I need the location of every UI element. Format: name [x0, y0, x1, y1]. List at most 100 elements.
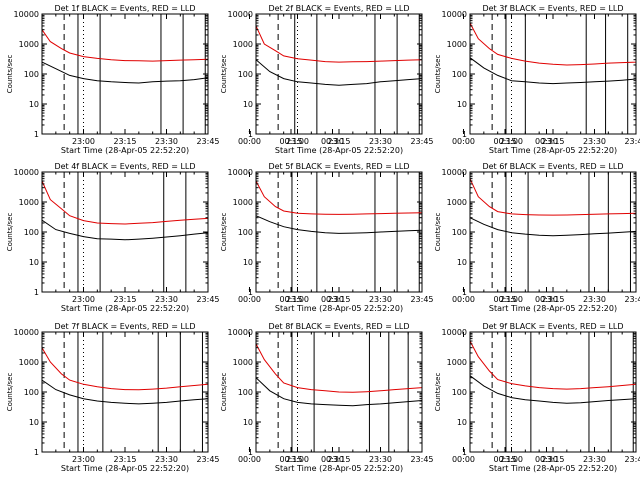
y-tick-label: 10: [29, 100, 39, 109]
events-series-line: [42, 61, 208, 84]
x-axis-label: Start Time (28-Apr-05 22:52:20): [61, 146, 189, 155]
x-tick-label: 23:15: [541, 455, 564, 464]
x-tick-label: 23:30: [369, 455, 392, 464]
x-tick-label: 23:15: [113, 455, 136, 464]
events-series-line: [470, 57, 636, 85]
y-tick-label: 10: [457, 258, 467, 267]
panel-7: 1 10 100 1000 10000 23:00 23:15 23:30 23:45 00:00…: [6, 322, 344, 473]
panel-title: Det 3f BLACK = Events, RED = LLD: [482, 4, 623, 13]
y-tick-label: 1000: [447, 40, 467, 49]
x-tick-label: 00:30: [321, 455, 344, 464]
x-tick-label: 00:00: [452, 137, 475, 146]
y-tick-label: 10: [457, 418, 467, 427]
y-tick-label: 1: [34, 130, 39, 139]
lld-series-line: [42, 347, 208, 391]
panel-title: Det 6f BLACK = Events, RED = LLD: [482, 162, 623, 171]
y-tick-label: 10: [243, 100, 253, 109]
events-series-line: [256, 59, 422, 86]
panel-8: 1 10 100 1000 10000 23:00 23:15 23:30 23:45 00:00…: [220, 322, 558, 473]
plot-frame: [41, 331, 209, 453]
y-tick-label: 1000: [233, 40, 253, 49]
x-axis-label: Start Time (28-Apr-05 22:52:20): [275, 304, 403, 313]
x-tick-label: 23:30: [369, 295, 392, 304]
x-tick-label: 00:15: [493, 137, 516, 146]
plot-area: [42, 332, 208, 452]
lld-series-line: [42, 29, 208, 62]
y-axis-label: Counts/sec: [220, 55, 228, 94]
lld-series-line: [470, 178, 636, 216]
y-axis-label: Counts/sec: [434, 373, 442, 412]
x-tick-label: 23:30: [583, 137, 606, 146]
y-tick-label: 1000: [233, 198, 253, 207]
y-tick-label: 10: [29, 258, 39, 267]
y-tick-label: 100: [24, 388, 39, 397]
y-tick-label: 1: [34, 448, 39, 457]
x-tick-label: 00:30: [535, 455, 558, 464]
x-tick-label: 23:30: [155, 295, 178, 304]
y-axis-label: Counts/sec: [6, 55, 14, 94]
x-tick-label: 23:45: [624, 455, 640, 464]
plot-area: [256, 332, 422, 452]
x-tick-label: 23:30: [583, 455, 606, 464]
panel-title: Det 4f BLACK = Events, RED = LLD: [54, 162, 195, 171]
lld-series-line: [256, 343, 422, 393]
x-tick-label: 23:00: [286, 137, 309, 146]
y-tick-label: 1: [34, 288, 39, 297]
x-tick-label: 00:30: [321, 137, 344, 146]
plot-area: [470, 332, 636, 452]
x-tick-label: 23:15: [541, 137, 564, 146]
y-axis-label: Counts/sec: [220, 373, 228, 412]
y-tick-label: 10000: [442, 328, 467, 337]
y-tick-label: 1: [462, 130, 467, 139]
panel-title: Det 7f BLACK = Events, RED = LLD: [54, 322, 195, 331]
x-tick-label: 00:15: [493, 455, 516, 464]
x-tick-label: 23:15: [113, 137, 136, 146]
events-series-line: [42, 379, 208, 405]
x-tick-label: 23:00: [500, 295, 523, 304]
x-axis-label: Start Time (28-Apr-05 22:52:20): [61, 464, 189, 473]
y-tick-label: 100: [238, 388, 253, 397]
y-tick-label: 100: [238, 70, 253, 79]
panel-4: 1 10 100 1000 10000 23:00 23:15 23:30 23:45 00:00…: [6, 162, 344, 313]
lld-series-line: [42, 180, 208, 225]
panel-title: Det 5f BLACK = Events, RED = LLD: [268, 162, 409, 171]
y-tick-label: 1: [462, 448, 467, 457]
x-tick-label: 23:15: [327, 137, 350, 146]
y-tick-label: 10000: [14, 10, 39, 19]
y-tick-label: 1000: [447, 198, 467, 207]
x-axis-label: Start Time (28-Apr-05 22:52:20): [489, 464, 617, 473]
x-tick-label: 00:15: [279, 137, 302, 146]
x-axis-label: Start Time (28-Apr-05 22:52:20): [489, 146, 617, 155]
x-tick-label: 23:15: [327, 295, 350, 304]
y-axis-label: Counts/sec: [6, 213, 14, 252]
y-tick-label: 1000: [233, 358, 253, 367]
y-axis-label: Counts/sec: [434, 55, 442, 94]
events-series-line: [470, 375, 636, 404]
x-tick-label: 23:00: [500, 455, 523, 464]
x-tick-label: 23:00: [286, 295, 309, 304]
x-tick-label: 23:45: [410, 137, 433, 146]
events-series-line: [256, 215, 422, 234]
y-tick-label: 10000: [442, 168, 467, 177]
x-tick-label: 00:15: [279, 455, 302, 464]
plot-area: [470, 172, 636, 292]
x-tick-label: 23:45: [624, 295, 640, 304]
lld-series-line: [470, 340, 636, 390]
x-tick-label: 23:00: [286, 455, 309, 464]
plot-frame: [41, 171, 209, 293]
y-tick-label: 100: [24, 70, 39, 79]
x-tick-label: 23:45: [410, 455, 433, 464]
y-tick-label: 1: [462, 288, 467, 297]
x-tick-label: 23:45: [624, 137, 640, 146]
x-tick-label: 23:30: [155, 455, 178, 464]
panel-3: 1 10 100 1000 10000 23:00 23:15 23:30 23:45 00:00…: [434, 4, 640, 155]
panel-5: 1 10 100 1000 10000 23:00 23:15 23:30 23:45 00:00…: [220, 162, 558, 313]
x-tick-label: 00:15: [493, 295, 516, 304]
panel-title: Det 9f BLACK = Events, RED = LLD: [482, 322, 623, 331]
events-series-line: [256, 377, 422, 407]
lld-series-line: [256, 180, 422, 215]
x-tick-label: 23:30: [155, 137, 178, 146]
y-tick-label: 10: [29, 418, 39, 427]
y-tick-label: 10: [243, 258, 253, 267]
